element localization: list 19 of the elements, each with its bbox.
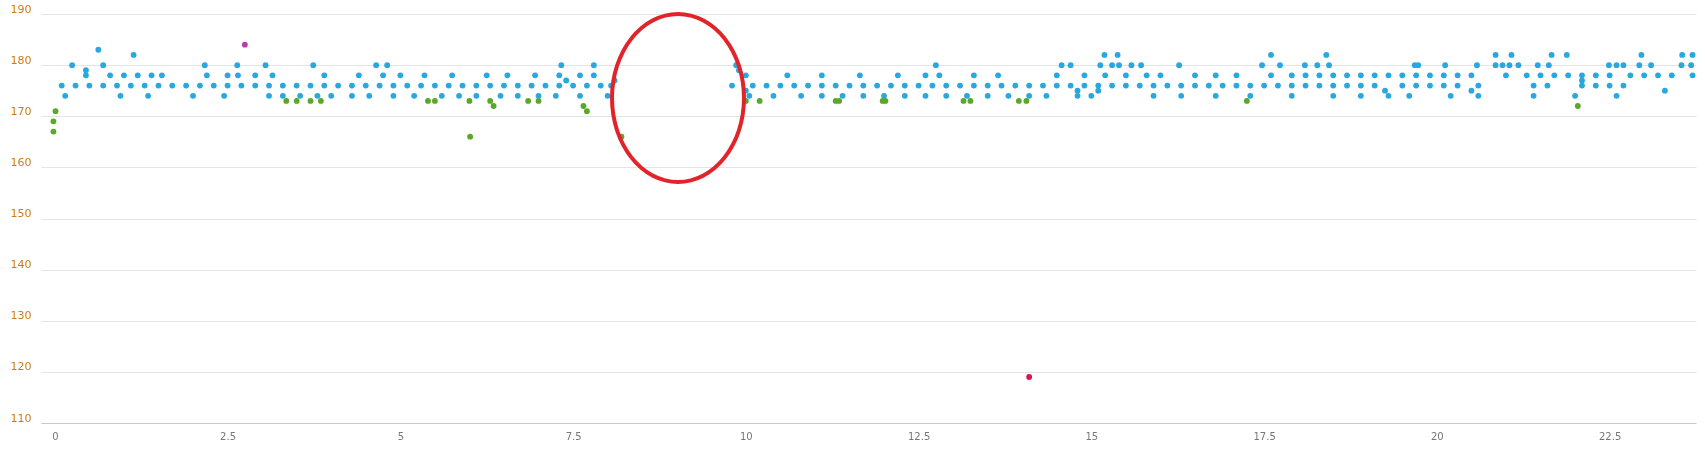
x-tick-label: 20 — [1431, 430, 1444, 442]
x-tick-label: 22.5 — [1598, 430, 1622, 442]
y-tick-label: 110 — [10, 411, 32, 425]
y-tick-label: 150 — [10, 207, 32, 220]
y-tick-label: 160 — [10, 155, 32, 169]
x-tick-label: 15 — [1085, 430, 1099, 442]
x-tick-label: 2.5 — [220, 430, 237, 442]
x-tick-label: 10 — [739, 430, 753, 442]
x-tick-label: 7.5 — [565, 430, 582, 442]
y-tick-label: 170 — [10, 104, 32, 118]
y-tick-label: 130 — [10, 309, 32, 323]
x-tick-label: 17.5 — [1253, 430, 1276, 442]
y-tick-label: 180 — [10, 53, 32, 67]
x-tick-label: 5 — [397, 430, 405, 442]
y-tick-label: 120 — [10, 360, 32, 374]
y-tick-label: 190 — [10, 2, 32, 16]
x-tick-label: 12.5 — [907, 430, 931, 442]
x-tick-label: 0 — [52, 430, 59, 442]
y-tick-label: 140 — [10, 258, 32, 272]
